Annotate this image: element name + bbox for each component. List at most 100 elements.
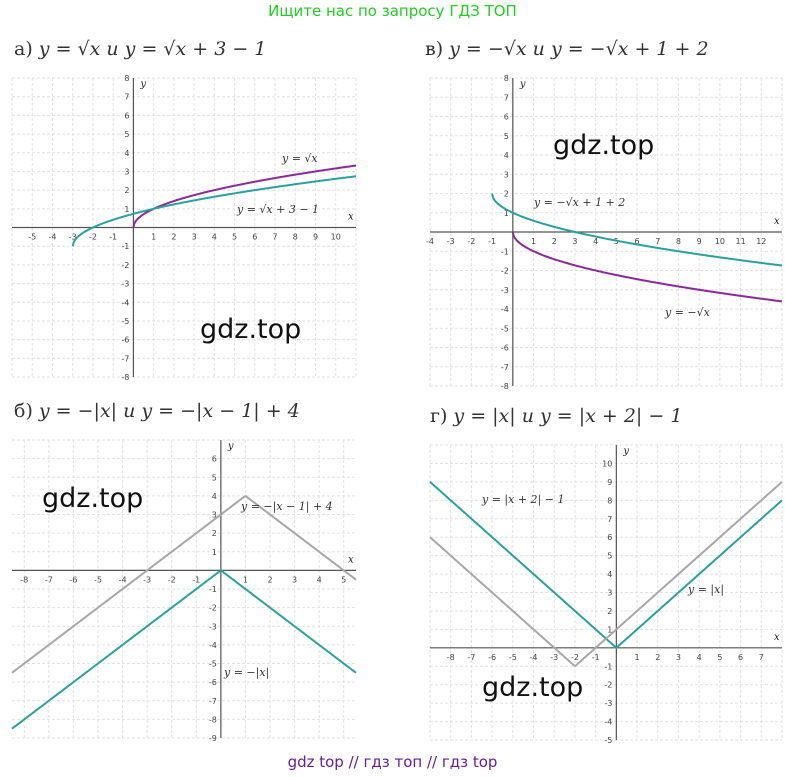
x-tick-label: 3 xyxy=(676,653,681,662)
x-tick-label: 4 xyxy=(593,237,598,246)
y-tick-label: 3 xyxy=(607,589,612,598)
y-tick-label: -1 xyxy=(121,242,129,251)
x-tick-label: -2 xyxy=(89,233,97,242)
x-tick-label: 5 xyxy=(717,653,722,662)
x-tick-label: 6 xyxy=(738,653,743,662)
x-tick-label: 1 xyxy=(243,575,248,584)
chart-v: -4 -3 -2 -1 1 2 3 4 5 6 7 8 9 10 11 12-8-7-6-5-4-3-2-11… xyxy=(426,74,783,391)
panel-b-label: б) xyxy=(14,400,33,422)
x-tick-label: -2 xyxy=(168,575,176,584)
y-tick-label: 5 xyxy=(124,130,129,139)
x-tick-label: 2 xyxy=(655,653,660,662)
y-tick-label: 1 xyxy=(607,625,612,634)
y-tick-label: 5 xyxy=(504,132,509,141)
x-tick-label: 4 xyxy=(317,575,322,584)
y-tick-label: -7 xyxy=(209,697,217,706)
x-axis-label: x xyxy=(774,632,780,643)
y-tick-label: -5 xyxy=(209,660,217,669)
y-tick-label: 6 xyxy=(212,455,217,464)
x-axis-label: x xyxy=(348,554,354,565)
y-tick-label: 1 xyxy=(504,209,509,218)
y-tick-label: -4 xyxy=(209,641,217,650)
panel-v-label: в) xyxy=(425,38,444,60)
y-tick-label: -3 xyxy=(209,622,217,631)
x-tick-label: 11 xyxy=(735,237,745,246)
x-tick-label: -3 xyxy=(447,237,455,246)
x-tick-label: -6 xyxy=(69,575,77,584)
y-tick-label: -4 xyxy=(604,718,612,727)
y-tick-label: 6 xyxy=(124,111,129,120)
y-tick-label: -2 xyxy=(209,604,217,613)
panel-g-title: г) y = |x| и y = |x + 2| − 1 xyxy=(430,405,682,427)
x-tick-label: -7 xyxy=(467,653,475,662)
x-tick-label: -5 xyxy=(509,653,517,662)
y-tick-label: 6 xyxy=(504,113,509,122)
series-label: y = −√x xyxy=(664,306,711,319)
y-tick-label: -7 xyxy=(501,363,509,372)
y-tick-label: 3 xyxy=(504,170,509,179)
y-tick-label: 4 xyxy=(212,492,217,501)
x-tick-label: 4 xyxy=(212,233,217,242)
y-tick-label: 7 xyxy=(607,515,612,524)
series-label: y = √x xyxy=(281,152,318,165)
x-tick-label: -1 xyxy=(109,233,117,242)
panel-a-formula: y = √x и y = √x + 3 − 1 xyxy=(38,38,267,60)
x-tick-label: 2 xyxy=(267,575,272,584)
footer-banner: gdz top // гдз топ // гдз top xyxy=(287,753,498,771)
x-tick-label: -4 xyxy=(426,237,434,246)
x-tick-label: 8 xyxy=(676,237,681,246)
x-axis-label: x xyxy=(348,212,354,223)
x-tick-label: -7 xyxy=(45,575,53,584)
series-line xyxy=(71,175,357,247)
x-tick-label: -1 xyxy=(488,237,496,246)
y-tick-label: -5 xyxy=(121,317,129,326)
y-tick-label: 5 xyxy=(212,473,217,482)
y-tick-label: -1 xyxy=(604,662,612,671)
y-tick-label: 6 xyxy=(607,533,612,542)
x-tick-label: -3 xyxy=(143,575,151,584)
y-tick-label: 1 xyxy=(212,548,217,557)
x-tick-label: -2 xyxy=(467,237,475,246)
y-tick-label: 4 xyxy=(504,151,509,160)
x-tick-label: 6 xyxy=(635,237,640,246)
x-tick-label: -2 xyxy=(571,653,579,662)
y-tick-label: 1 xyxy=(124,205,129,214)
x-tick-label: 4 xyxy=(697,653,702,662)
x-tick-label: 3 xyxy=(192,233,197,242)
panel-b-title: б) y = −|x| и y = −|x − 1| + 4 xyxy=(14,400,300,422)
y-tick-label: -6 xyxy=(209,678,217,687)
chart-b: -8 -7 -6 -5 -4 -3 -2 -1 1 2 3 4 5 -9 -8 -7 -6 -5 -4 -3 -2 -1 1… xyxy=(11,439,357,743)
x-tick-label: 7 xyxy=(759,653,764,662)
series-label: y = −√x + 1 + 2 xyxy=(533,196,625,209)
x-tick-label: -4 xyxy=(119,575,127,584)
watermark-b: gdz.top xyxy=(42,483,144,514)
x-tick-label: -1 xyxy=(192,575,200,584)
x-tick-label: 8 xyxy=(293,233,298,242)
x-tick-label: 10 xyxy=(331,233,341,242)
watermark-g: gdz.top xyxy=(482,672,584,703)
series-label: y = −|x| xyxy=(223,666,269,680)
y-tick-label: 8 xyxy=(607,496,612,505)
y-tick-label: -8 xyxy=(209,715,217,724)
x-tick-label: -3 xyxy=(550,653,558,662)
x-tick-label: -8 xyxy=(447,653,455,662)
y-tick-label: 2 xyxy=(504,190,509,199)
watermark-a: gdz.top xyxy=(200,314,302,345)
x-tick-label: 9 xyxy=(697,237,702,246)
x-axis-label: x xyxy=(774,216,780,227)
panel-g-label: г) xyxy=(430,405,448,427)
y-tick-label: 7 xyxy=(124,93,129,102)
x-tick-label: -3 xyxy=(69,233,77,242)
series-line xyxy=(11,495,357,674)
x-tick-label: 3 xyxy=(292,575,297,584)
y-tick-label: -8 xyxy=(121,373,129,382)
x-tick-label: 7 xyxy=(655,237,660,246)
y-tick-label: -9 xyxy=(209,734,217,743)
series-line xyxy=(429,481,783,649)
watermark-v: gdz.top xyxy=(553,130,655,161)
series-label: y = √x + 3 − 1 xyxy=(236,203,319,216)
y-tick-label: 5 xyxy=(607,552,612,561)
y-tick-label: -3 xyxy=(501,286,509,295)
panel-v-formula: y = −√x и y = −√x + 1 + 2 xyxy=(449,38,709,60)
